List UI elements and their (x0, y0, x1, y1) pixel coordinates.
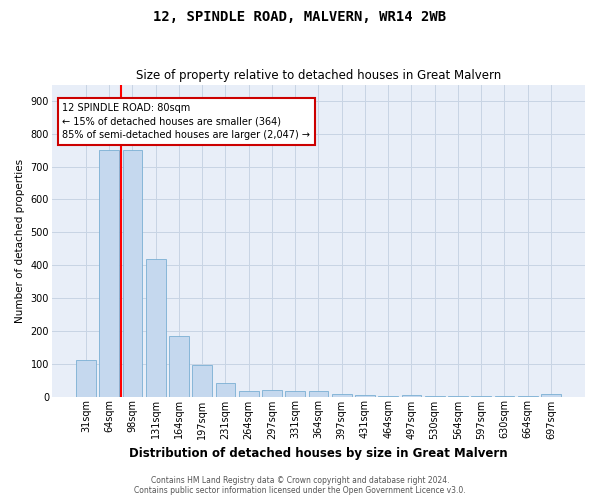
Bar (76, 360, 96, 396)
Bar (239, 390, 259, 396)
Text: Contains HM Land Registry data © Crown copyright and database right 2024.
Contai: Contains HM Land Registry data © Crown c… (134, 476, 466, 495)
Bar (262, 390, 282, 396)
Bar (193, 366, 212, 396)
Text: 12 SPINDLE ROAD: 80sqm
← 15% of detached houses are smaller (364)
85% of semi-de: 12 SPINDLE ROAD: 80sqm ← 15% of detached… (62, 104, 310, 140)
Bar (100, 150, 119, 396)
Bar (285, 391, 305, 396)
Bar (215, 382, 235, 396)
Bar (355, 395, 375, 396)
X-axis label: Distribution of detached houses by size in Great Malvern: Distribution of detached houses by size … (129, 447, 508, 460)
Bar (541, 394, 561, 396)
Bar (122, 150, 142, 396)
Y-axis label: Number of detached properties: Number of detached properties (15, 158, 25, 322)
Bar (401, 395, 421, 396)
Bar (169, 336, 189, 396)
Bar (332, 394, 352, 396)
Bar (146, 258, 166, 396)
Title: Size of property relative to detached houses in Great Malvern: Size of property relative to detached ho… (136, 69, 501, 82)
Bar (308, 391, 328, 396)
Text: 12, SPINDLE ROAD, MALVERN, WR14 2WB: 12, SPINDLE ROAD, MALVERN, WR14 2WB (154, 10, 446, 24)
